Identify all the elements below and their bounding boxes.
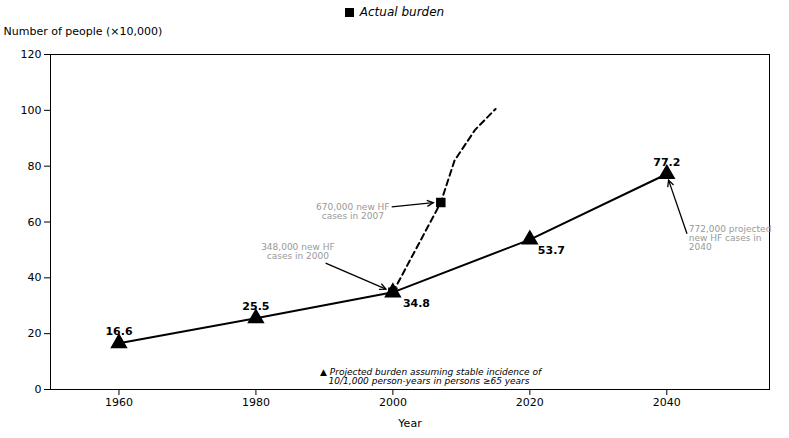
svg-text:1960: 1960 (105, 396, 133, 409)
svg-text:0: 0 (35, 383, 42, 396)
svg-text:40: 40 (28, 271, 42, 284)
svg-text:16.6: 16.6 (105, 325, 132, 338)
svg-text:60: 60 (28, 216, 42, 229)
svg-text:2020: 2020 (516, 396, 544, 409)
svg-text:80: 80 (28, 160, 42, 173)
svg-text:34.8: 34.8 (403, 297, 430, 310)
html-text:Actual burden: Actual burden (359, 5, 445, 19)
svg-text:53.7: 53.7 (538, 244, 565, 257)
svg-text:25.5: 25.5 (242, 300, 269, 313)
svg-text:100: 100 (21, 104, 42, 117)
svg-text:348,000 new HFcases in 2000: 348,000 new HFcases in 2000 (261, 242, 335, 261)
svg-text:77.2: 77.2 (653, 156, 680, 169)
svg-text:Number of people (×10,000): Number of people (×10,000) (4, 25, 163, 38)
svg-text:2000: 2000 (379, 396, 407, 409)
svg-text:120: 120 (21, 48, 42, 61)
svg-text:670,000 new HFcases in 2007: 670,000 new HFcases in 2007 (316, 202, 390, 221)
svg-text:772,000 projectednew HF cases: 772,000 projectednew HF cases in2040 (689, 224, 772, 252)
svg-text:1980: 1980 (242, 396, 270, 409)
svg-text:2040: 2040 (653, 396, 681, 409)
svg-text:Year: Year (397, 417, 422, 430)
svg-text:20: 20 (28, 327, 42, 340)
svg-text:▲ Projected burden assuming st: ▲ Projected burden assuming stable incid… (320, 367, 543, 386)
